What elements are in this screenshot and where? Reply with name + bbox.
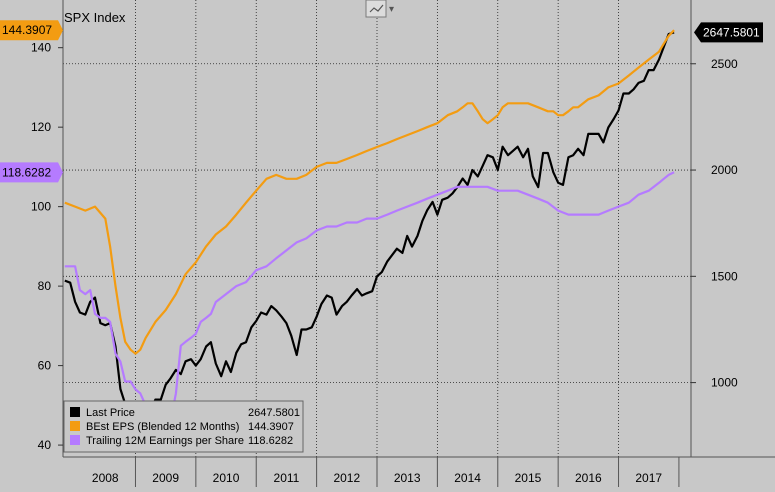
value-tag-background — [0, 162, 63, 183]
last-value-tag-2: 144.3907 — [0, 20, 63, 41]
chart-type-button[interactable] — [365, 0, 387, 18]
right-tick-label: 1500 — [711, 269, 738, 283]
legend-value: 118.6282 — [248, 435, 293, 447]
series-line-2 — [64, 29, 675, 355]
value-tag-text: 144.3907 — [2, 23, 52, 37]
last-value-tag-1: 2647.5801 — [694, 22, 763, 43]
series-line-3 — [64, 171, 675, 423]
right-tick-label: 2000 — [711, 163, 738, 177]
value-tag-text: 118.6282 — [2, 165, 51, 179]
axes: 40 60 80 100 120 140 1000 1500 2000 2500 2008 2009 2… — [31, 0, 775, 487]
chart-title: SPX Index — [64, 10, 126, 25]
legend-label: Last Price — [86, 407, 135, 419]
series-line-1 — [64, 31, 675, 439]
legend-label: BEst EPS (Blended 12 Months) — [86, 421, 239, 433]
legend: Last Price 2647.5801 BEst EPS (Blended 12 … — [63, 400, 304, 453]
series-lines — [64, 29, 675, 439]
chart-type-menu[interactable]: ▾ — [365, 0, 394, 18]
right-tick-label: 2500 — [711, 57, 738, 71]
left-tick-label: 80 — [38, 279, 52, 293]
right-tick-label: 1000 — [711, 376, 738, 390]
x-tick-label: 2013 — [394, 471, 421, 485]
line-chart-icon — [369, 4, 384, 13]
legend-value: 144.3907 — [248, 421, 294, 433]
x-tick-label: 2008 — [92, 471, 119, 485]
legend-swatch — [70, 435, 80, 445]
legend-swatch — [70, 421, 80, 431]
last-value-tag-3: 118.6282 — [0, 162, 63, 183]
legend-item: Trailing 12M Earnings per Share 118.6282 — [70, 435, 293, 447]
x-tick-label: 2014 — [454, 471, 481, 485]
legend-item: Last Price 2647.5801 — [70, 407, 300, 419]
x-tick-label: 2011 — [274, 471, 300, 485]
legend-item: BEst EPS (Blended 12 Months) 144.3907 — [70, 421, 294, 433]
legend-box — [63, 400, 304, 453]
legend-label: Trailing 12M Earnings per Share — [86, 435, 244, 447]
x-tick-label: 2012 — [333, 471, 360, 485]
gridlines — [63, 0, 691, 457]
value-tag-background — [0, 20, 63, 41]
left-tick-label: 100 — [31, 200, 51, 214]
value-tag-background — [694, 22, 763, 43]
legend-value: 2647.5801 — [248, 407, 300, 419]
chevron-down-icon[interactable]: ▾ — [389, 4, 394, 15]
left-tick-label: 60 — [38, 359, 52, 373]
value-tags: 2647.5801 144.3907 118.6282 — [0, 20, 763, 183]
legend-swatch — [70, 407, 80, 417]
left-tick-label: 140 — [31, 41, 51, 55]
x-tick-label: 2010 — [213, 471, 240, 485]
left-tick-label: 120 — [31, 120, 51, 134]
left-tick-label: 40 — [38, 438, 52, 452]
x-tick-label: 2016 — [575, 471, 602, 485]
x-tick-label: 2017 — [635, 471, 662, 485]
value-tag-text: 2647.5801 — [703, 25, 760, 39]
x-tick-label: 2015 — [515, 471, 542, 485]
x-tick-label: 2009 — [152, 471, 179, 485]
